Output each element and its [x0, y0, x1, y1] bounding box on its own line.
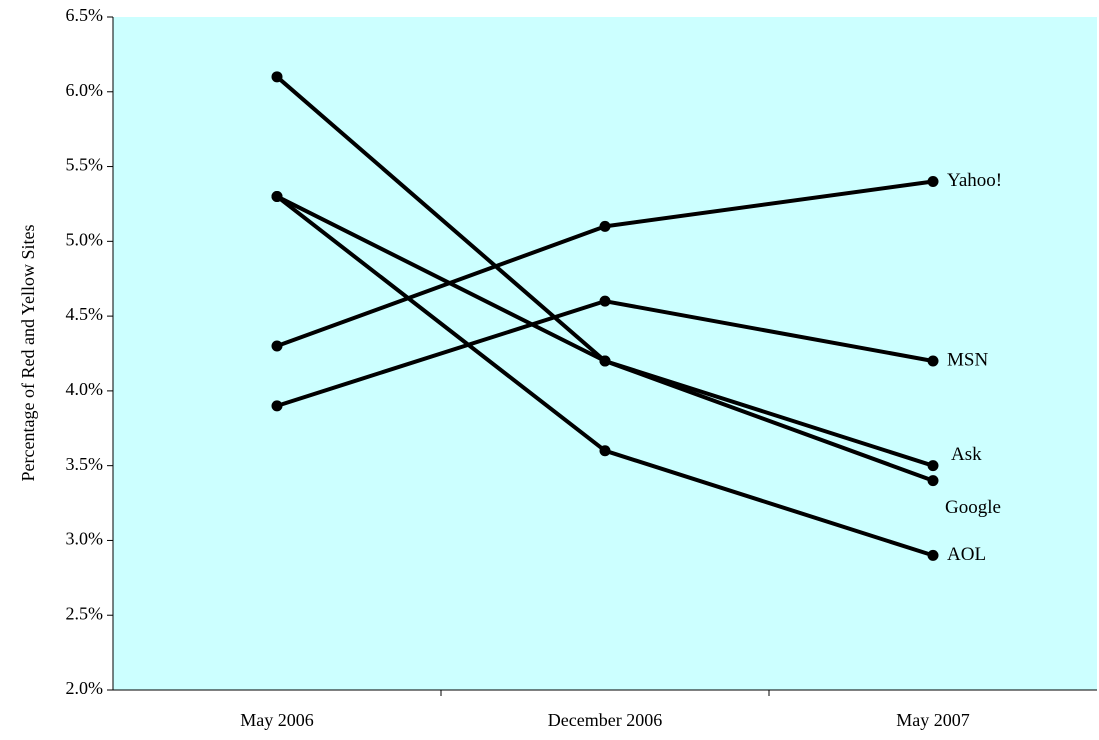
y-tick-label: 4.5%	[66, 304, 104, 324]
y-tick-label: 3.0%	[66, 529, 104, 549]
y-tick-label: 6.5%	[66, 5, 104, 25]
y-tick-label: 5.0%	[66, 229, 104, 249]
data-point	[599, 220, 611, 232]
data-point	[271, 400, 283, 412]
plot-area	[113, 17, 1097, 690]
y-tick-label: 4.0%	[66, 379, 104, 399]
series-layer: Yahoo! MSN Ask Google AOL	[271, 71, 1002, 565]
data-point	[599, 445, 611, 457]
data-point	[599, 355, 611, 367]
data-point	[271, 190, 283, 202]
data-point	[927, 475, 939, 487]
x-axis-ticks: May 2006 December 2006 May 2007	[240, 690, 970, 730]
x-tick-label: December 2006	[548, 710, 662, 730]
series-label: Google	[945, 497, 1001, 518]
series-label: AOL	[947, 544, 986, 565]
y-axis-ticks: 2.0% 2.5% 3.0% 3.5% 4.0% 4.5% 5.0% 5.5% 6.0% 6.5%	[66, 5, 113, 698]
data-point	[927, 460, 939, 472]
x-tick-label: May 2007	[896, 710, 970, 730]
data-point	[927, 549, 939, 561]
series-label: MSN	[947, 349, 988, 370]
data-point	[599, 295, 611, 307]
data-point	[927, 176, 939, 188]
y-axis-title: Percentage of Red and Yellow Sites	[18, 225, 38, 482]
data-point	[927, 355, 939, 367]
y-tick-label: 5.5%	[66, 155, 104, 175]
data-point	[271, 340, 283, 352]
y-tick-label: 3.5%	[66, 454, 104, 474]
y-tick-label: 2.0%	[66, 678, 104, 698]
x-tick-label: May 2006	[240, 710, 314, 730]
data-point	[271, 71, 283, 83]
y-tick-label: 2.5%	[66, 603, 104, 623]
y-tick-label: 6.0%	[66, 80, 104, 100]
series-label: Ask	[951, 444, 982, 465]
series-label: Yahoo!	[947, 170, 1002, 191]
